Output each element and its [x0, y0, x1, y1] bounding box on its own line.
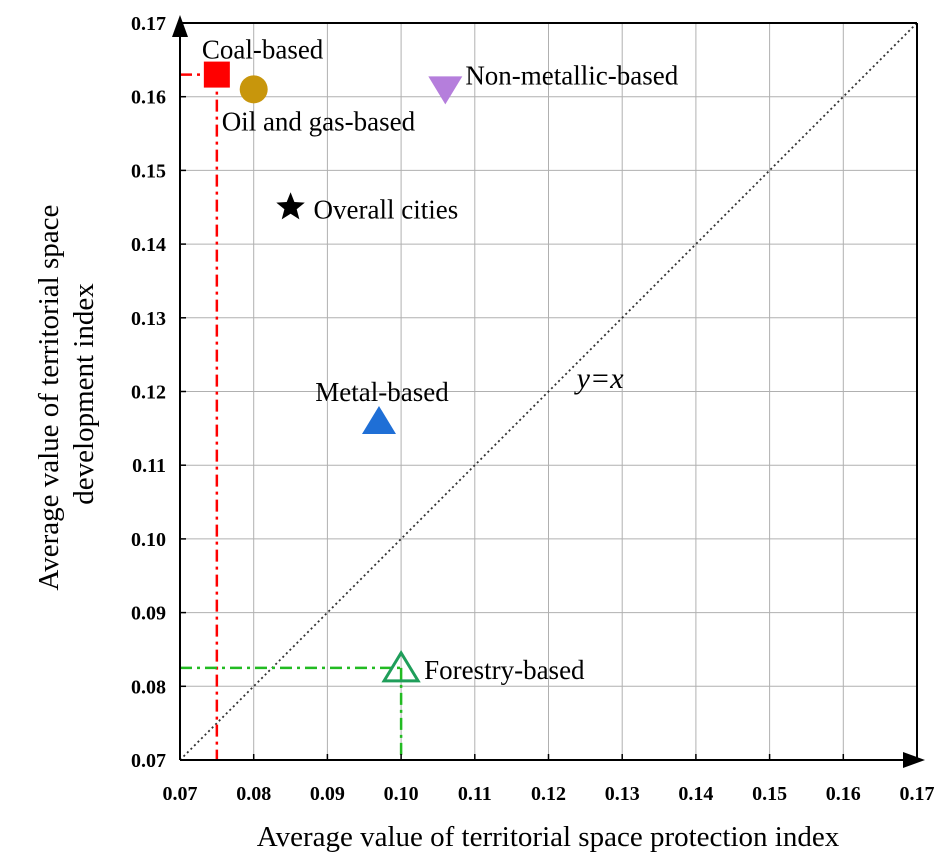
guide-lines-layer	[180, 73, 403, 760]
reference-line-label: y=x	[574, 362, 625, 395]
y-tick-label: 0.15	[131, 160, 166, 182]
tick-labels: 0.07 0.08 0.09 0.10 0.11 0.12 0.13 0.14 0.15 0.16…	[131, 13, 935, 805]
x-tick-label: 0.10	[384, 783, 419, 805]
y-tick-label: 0.14	[131, 234, 166, 256]
y-axis-title: Average value of territorial space devel…	[33, 197, 100, 590]
y-tick-label: 0.17	[131, 13, 166, 35]
x-tick-label: 0.09	[310, 783, 345, 805]
y-tick-label: 0.08	[131, 676, 166, 698]
oil-and-gas-based-marker	[239, 75, 268, 104]
reference-line-y-equals-x	[179, 22, 918, 761]
coal-based-label: Coal-based	[202, 35, 324, 65]
y-tick-label: 0.11	[132, 455, 166, 477]
x-tick-label: 0.14	[678, 783, 713, 805]
x-tick-label: 0.17	[900, 783, 935, 805]
forestry-based-marker	[381, 649, 421, 683]
metal-based-label: Metal-based	[315, 377, 449, 407]
data-labels: Coal-based Oil and gas-based Non-metallic-…	[202, 35, 679, 685]
overall-cities-marker	[276, 192, 305, 220]
y-tick-label: 0.07	[131, 750, 166, 772]
x-tick-label: 0.15	[752, 783, 787, 805]
oil-and-gas-based-label: Oil and gas-based	[222, 106, 416, 136]
coal-based-marker	[203, 61, 230, 88]
x-tick-label: 0.13	[605, 783, 640, 805]
y-axis-title-line-1: Average value of territorial space	[33, 205, 65, 591]
x-tick-label: 0.08	[236, 783, 271, 805]
metal-based-marker	[361, 405, 396, 434]
y-tick-label: 0.13	[131, 308, 166, 330]
x-tick-label: 0.07	[163, 783, 198, 805]
non-metallic-based-marker	[428, 76, 463, 105]
non-metallic-based-label: Non-metallic-based	[465, 60, 678, 90]
y-axis-arrow-icon	[172, 15, 188, 37]
x-axis-title: Average value of territorial space prote…	[257, 821, 840, 853]
forestry-based-label: Forestry-based	[424, 655, 585, 685]
y-tick-label: 0.16	[131, 87, 166, 109]
overall-cities-label: Overall cities	[314, 194, 459, 224]
data-markers	[203, 61, 463, 683]
x-axis-arrow-icon	[903, 752, 925, 768]
y-tick-label: 0.12	[131, 382, 166, 404]
x-tick-label: 0.16	[826, 783, 861, 805]
reference-line-layer: y=x	[179, 22, 918, 761]
y-tick-label: 0.09	[131, 603, 166, 625]
y-axis-title-line-2: development index	[68, 283, 100, 505]
x-tick-label: 0.12	[531, 783, 566, 805]
x-tick-label: 0.11	[458, 783, 492, 805]
y-tick-label: 0.10	[131, 529, 166, 551]
